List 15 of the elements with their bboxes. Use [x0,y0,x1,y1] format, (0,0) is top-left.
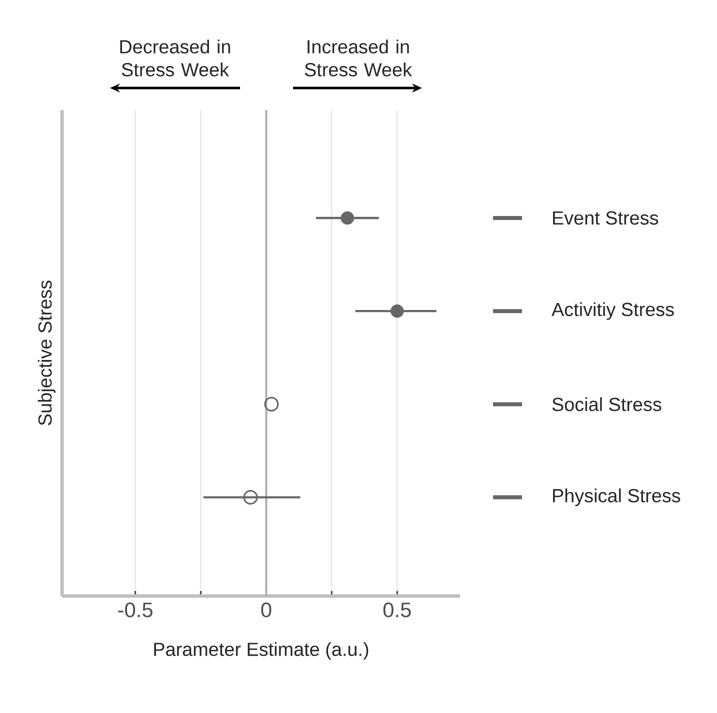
y-tick-label: Social Stress [552,397,662,412]
x-tick-label: 0 [261,602,272,618]
y-tick-label: Activitiy Stress [552,302,674,320]
y-axis-title: Subjective Stress [38,280,56,426]
y-tick-label: Physical Stress [553,488,680,506]
y-tick-label: Event Stress [553,211,658,225]
point [340,211,354,225]
point [390,304,404,318]
x-tick-label: -0.5 [118,602,152,618]
x-tick-label: 0.5 [383,602,411,618]
text: Increased in Stress Week [304,40,412,76]
point [243,490,258,505]
point [264,396,279,412]
text: Decreased in Stress Week [120,40,230,76]
x-axis-title: Parameter Estimate (a.u.) [154,642,368,660]
